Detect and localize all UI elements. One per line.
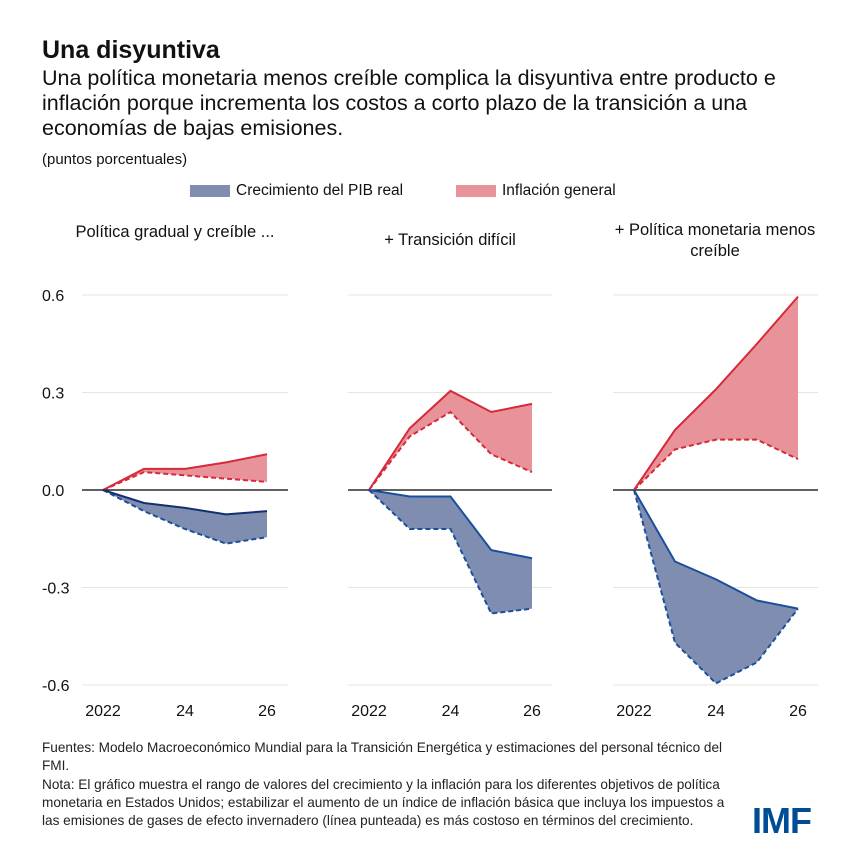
panel-title-3: + Política monetaria menos creíble — [614, 221, 816, 260]
gdp-dashed-line — [368, 489, 533, 615]
legend-swatch-gdp — [190, 185, 230, 197]
inflation-solid-line — [102, 453, 268, 491]
gdp-dashed-line — [102, 489, 268, 545]
x-tick-label: 2022 — [351, 703, 387, 720]
legend-label-inflation: Inflación general — [502, 182, 616, 199]
legend-label-gdp: Crecimiento del PIB real — [236, 182, 404, 199]
x-tick-label: 24 — [707, 703, 725, 720]
panel-title-2: + Transición difícil — [384, 231, 516, 249]
gdp-solid-line — [368, 489, 533, 560]
panel-title-1: Política gradual y creíble ... — [75, 223, 275, 241]
inflation-dashed-line — [102, 471, 268, 491]
y-tick-label: 0.0 — [42, 483, 64, 500]
x-tick-label: 26 — [789, 703, 807, 720]
y-tick-label: -0.6 — [42, 678, 70, 695]
gdp-solid-line — [102, 489, 268, 516]
legend-gdp: Crecimiento del PIB real — [190, 182, 403, 200]
chart-title: Una disyuntiva — [42, 36, 220, 64]
y-tick-label: 0.3 — [42, 386, 64, 403]
x-tick-label: 24 — [442, 703, 460, 720]
x-tick-label: 26 — [258, 703, 276, 720]
footnotes: Fuentes: Modelo Macroeconómico Mundial p… — [42, 739, 742, 830]
x-tick-label: 2022 — [616, 703, 652, 720]
legend-swatch-inflation — [456, 185, 496, 197]
chart-subtitle: Una política monetaria menos creíble com… — [42, 66, 776, 140]
inflation-range-area — [369, 390, 532, 490]
gdp-dashed-line — [633, 489, 799, 685]
inflation-dashed-line — [368, 410, 533, 491]
x-tick-label: 26 — [523, 703, 541, 720]
x-tick-label: 24 — [176, 703, 194, 720]
footnote-sources: Fuentes: Modelo Macroeconómico Mundial p… — [42, 740, 723, 774]
units-label: (puntos porcentuales) — [42, 151, 188, 168]
gdp-range-area — [369, 490, 532, 614]
x-tick-label: 2022 — [85, 703, 121, 720]
inflation-solid-line — [368, 389, 533, 491]
gdp-solid-line — [633, 489, 799, 610]
y-tick-label: -0.3 — [42, 581, 70, 598]
gdp-range-area — [634, 490, 798, 684]
inflation-dashed-line — [633, 438, 799, 491]
imf-logo: IMF — [752, 800, 812, 841]
footnote-note: Nota: El gráfico muestra el rango de val… — [42, 776, 725, 829]
inflation-solid-line — [633, 295, 799, 491]
y-tick-label: 0.6 — [42, 288, 64, 305]
legend-inflation: Inflación general — [456, 182, 616, 200]
